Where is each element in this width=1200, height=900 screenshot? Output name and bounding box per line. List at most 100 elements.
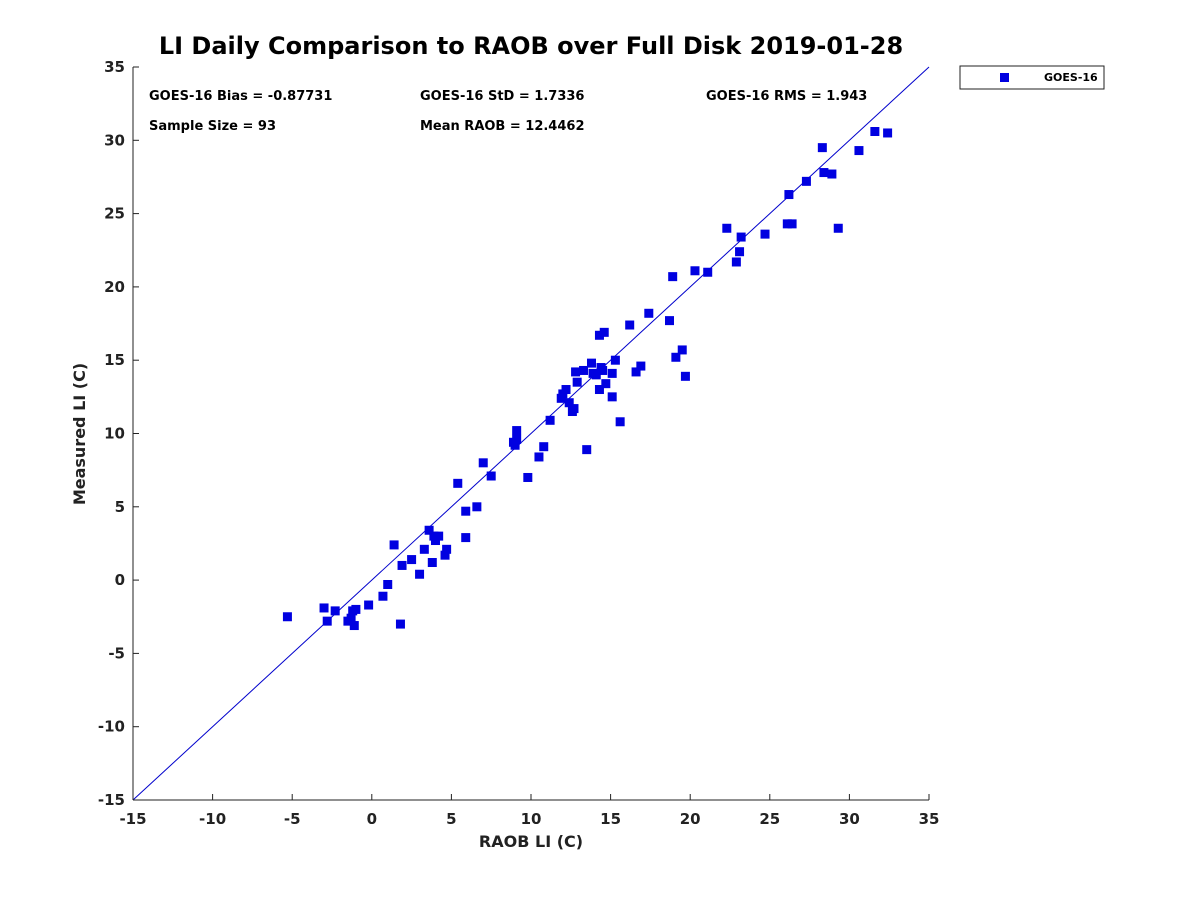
x-tick-label: 25 bbox=[759, 810, 780, 828]
data-point bbox=[599, 327, 609, 337]
data-point bbox=[478, 458, 488, 468]
stats-annotations: GOES-16 Bias = -0.87731 GOES-16 StD = 1.… bbox=[149, 89, 867, 134]
data-point bbox=[782, 219, 792, 229]
x-tick-label: 35 bbox=[919, 810, 940, 828]
legend-box bbox=[959, 65, 1105, 90]
stat-rms: GOES-16 RMS = 1.943 bbox=[706, 89, 867, 104]
data-point bbox=[569, 404, 579, 414]
data-point bbox=[397, 560, 407, 570]
data-point bbox=[833, 223, 843, 233]
data-point bbox=[625, 320, 635, 330]
data-point bbox=[434, 531, 444, 541]
data-point bbox=[631, 367, 641, 377]
data-point bbox=[561, 385, 571, 395]
data-point bbox=[582, 445, 592, 455]
data-point bbox=[607, 368, 617, 378]
data-point bbox=[591, 370, 601, 380]
data-point bbox=[545, 415, 555, 425]
data-point bbox=[870, 127, 880, 137]
y-tick-label: 25 bbox=[104, 205, 125, 223]
data-point bbox=[349, 621, 359, 631]
data-point bbox=[817, 143, 827, 153]
data-point bbox=[680, 371, 690, 381]
stat-bias: GOES-16 Bias = -0.87731 bbox=[149, 89, 332, 104]
x-tick-label: -5 bbox=[284, 810, 301, 828]
legend-marker-square bbox=[1000, 73, 1009, 82]
y-ticks: -15 -10 -5 0 5 10 15 20 25 30 35 bbox=[98, 58, 139, 809]
data-point bbox=[615, 417, 625, 427]
data-point bbox=[677, 345, 687, 355]
y-tick-label: 10 bbox=[104, 425, 125, 443]
data-point bbox=[598, 365, 608, 375]
x-tick-label: 10 bbox=[521, 810, 542, 828]
data-point bbox=[346, 613, 356, 623]
data-point bbox=[419, 544, 429, 554]
data-point bbox=[378, 591, 388, 601]
data-point bbox=[319, 603, 329, 613]
data-point bbox=[760, 229, 770, 239]
data-point bbox=[801, 176, 811, 186]
data-point bbox=[644, 308, 654, 318]
data-point bbox=[389, 540, 399, 550]
data-point bbox=[668, 272, 678, 282]
y-tick-label: -15 bbox=[98, 791, 125, 809]
data-point bbox=[461, 533, 471, 543]
data-point bbox=[736, 232, 746, 242]
data-point bbox=[703, 267, 713, 277]
legend-entry-goes-16: GOES-16 bbox=[1044, 71, 1098, 84]
data-point bbox=[572, 377, 582, 387]
y-tick-label: 35 bbox=[104, 58, 125, 76]
data-point bbox=[282, 612, 292, 622]
data-point bbox=[594, 385, 604, 395]
data-point bbox=[784, 190, 794, 200]
one-to-one-line bbox=[132, 66, 930, 801]
y-tick-label: 20 bbox=[104, 278, 125, 296]
data-point bbox=[722, 223, 732, 233]
stat-mean-raob: Mean RAOB = 12.4462 bbox=[420, 119, 585, 134]
stat-std: GOES-16 StD = 1.7336 bbox=[420, 89, 584, 104]
x-tick-label: -15 bbox=[119, 810, 146, 828]
data-point bbox=[322, 616, 332, 626]
data-point bbox=[539, 442, 549, 452]
x-tick-label: 0 bbox=[367, 810, 377, 828]
data-point bbox=[586, 358, 596, 368]
data-point bbox=[690, 266, 700, 276]
data-point bbox=[407, 555, 417, 565]
stat-sample-size: Sample Size = 93 bbox=[149, 119, 276, 134]
y-tick-label: 0 bbox=[115, 571, 125, 589]
x-tick-label: 15 bbox=[600, 810, 621, 828]
chart-title: LI Daily Comparison to RAOB over Full Di… bbox=[159, 32, 903, 60]
y-tick-label: 5 bbox=[115, 498, 125, 516]
data-point bbox=[442, 544, 452, 554]
data-point bbox=[510, 440, 520, 450]
data-point bbox=[415, 569, 425, 579]
data-point bbox=[601, 379, 611, 389]
data-point bbox=[351, 604, 361, 614]
legend: GOES-16 bbox=[959, 65, 1105, 90]
data-point bbox=[671, 352, 681, 362]
data-point bbox=[665, 316, 675, 326]
y-tick-label: -5 bbox=[108, 644, 125, 662]
data-point bbox=[594, 330, 604, 340]
y-tick-label: 30 bbox=[104, 131, 125, 149]
data-point bbox=[424, 525, 434, 535]
x-axis-label: RAOB LI (C) bbox=[479, 832, 583, 851]
data-point bbox=[819, 168, 829, 178]
data-point bbox=[383, 579, 393, 589]
data-point bbox=[472, 502, 482, 512]
data-point bbox=[486, 471, 496, 481]
data-point bbox=[735, 247, 745, 257]
data-point bbox=[636, 361, 646, 371]
data-point bbox=[395, 619, 405, 629]
x-ticks: -15 -10 -5 0 5 10 15 20 25 30 35 bbox=[119, 794, 939, 828]
x-tick-label: -10 bbox=[199, 810, 226, 828]
data-point bbox=[731, 257, 741, 267]
data-points bbox=[282, 127, 893, 631]
data-point bbox=[440, 550, 450, 560]
x-tick-label: 5 bbox=[446, 810, 456, 828]
data-point bbox=[523, 472, 533, 482]
data-point bbox=[883, 128, 893, 138]
x-tick-label: 30 bbox=[839, 810, 860, 828]
y-axis-label: Measured LI (C) bbox=[70, 363, 89, 505]
